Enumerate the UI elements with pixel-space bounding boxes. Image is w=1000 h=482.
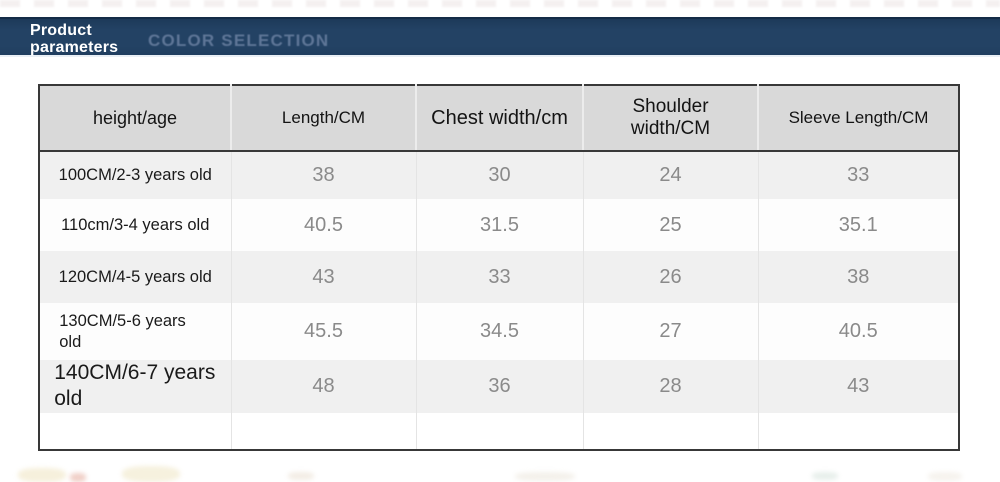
column-header-height-age: height/age — [39, 85, 231, 152]
section-header-banner: Product parameters COLOR SELECTION — [0, 17, 1000, 57]
sleeve-length-value: 43 — [757, 360, 959, 413]
row-label: 110cm/3-4 years old — [39, 199, 231, 251]
table-row-120cm: 120CM/4-5 years old 43 33 26 38 — [39, 251, 959, 303]
chest-width-value: 36 — [415, 360, 583, 413]
shoulder-width-value: 27 — [582, 303, 758, 360]
cutoff-fragment — [515, 472, 575, 481]
sleeve-length-value: 40.5 — [757, 303, 959, 360]
row-label: 120CM/4-5 years old — [39, 251, 231, 303]
empty-cell — [757, 412, 959, 450]
column-header-chest-width: Chest width/cm — [415, 85, 583, 152]
cutoff-fragment — [928, 472, 962, 481]
table-row-140cm: 140CM/6-7 years old 48 36 28 43 — [39, 360, 959, 413]
banner-title: Product parameters — [30, 22, 119, 56]
empty-cell — [582, 412, 758, 450]
chest-width-value: 30 — [415, 151, 583, 199]
banner-watermark-text: COLOR SELECTION — [148, 31, 330, 50]
row-label-text: 130CM/5-6 years old — [59, 311, 186, 351]
length-value: 38 — [230, 151, 416, 199]
table-row-130cm: 130CM/5-6 years old 45.5 34.5 27 40.5 — [39, 303, 959, 360]
length-value: 43 — [230, 251, 416, 303]
cutoff-fragment — [70, 473, 86, 482]
bottom-cutoff-image-fragments — [0, 460, 1000, 482]
cutoff-fragment — [812, 472, 838, 480]
empty-cell — [39, 412, 231, 450]
cutoff-fragment — [288, 472, 314, 480]
table-row-100cm: 100CM/2-3 years old 38 30 24 33 — [39, 151, 959, 199]
row-label: 130CM/5-6 years old — [39, 303, 231, 360]
column-header-shoulder-width: Shoulder width/CM — [582, 85, 758, 152]
shoulder-width-value: 24 — [582, 151, 758, 199]
column-header-sleeve-length: Sleeve Length/CM — [757, 85, 959, 152]
cutoff-fragment — [18, 468, 66, 482]
sleeve-length-value: 33 — [757, 151, 959, 199]
chest-width-value: 31.5 — [415, 199, 583, 251]
column-header-shoulder-width-text: Shoulder width/CM — [630, 96, 711, 139]
shoulder-width-value: 28 — [582, 360, 758, 413]
sleeve-length-value: 35.1 — [757, 199, 959, 251]
column-header-length: Length/CM — [230, 85, 416, 152]
row-label-text: 140CM/6-7 years old — [54, 361, 216, 411]
length-value: 48 — [230, 360, 416, 413]
cutoff-fragment — [122, 466, 180, 482]
row-label: 140CM/6-7 years old — [39, 360, 231, 413]
table-row-110cm: 110cm/3-4 years old 40.5 31.5 25 35.1 — [39, 199, 959, 251]
row-label: 100CM/2-3 years old — [39, 151, 231, 199]
table-row-empty — [39, 412, 959, 450]
sleeve-length-value: 38 — [757, 251, 959, 303]
empty-cell — [230, 412, 416, 450]
chest-width-value: 33 — [415, 251, 583, 303]
length-value: 40.5 — [230, 199, 416, 251]
shoulder-width-value: 25 — [582, 199, 758, 251]
length-value: 45.5 — [230, 303, 416, 360]
chest-width-value: 34.5 — [415, 303, 583, 360]
top-cutoff-image-fragments — [0, 0, 1000, 7]
shoulder-width-value: 26 — [582, 251, 758, 303]
size-chart-table: height/age Length/CM Chest width/cm Shou… — [38, 84, 960, 451]
empty-cell — [415, 412, 583, 450]
table-header-row: height/age Length/CM Chest width/cm Shou… — [39, 85, 959, 152]
